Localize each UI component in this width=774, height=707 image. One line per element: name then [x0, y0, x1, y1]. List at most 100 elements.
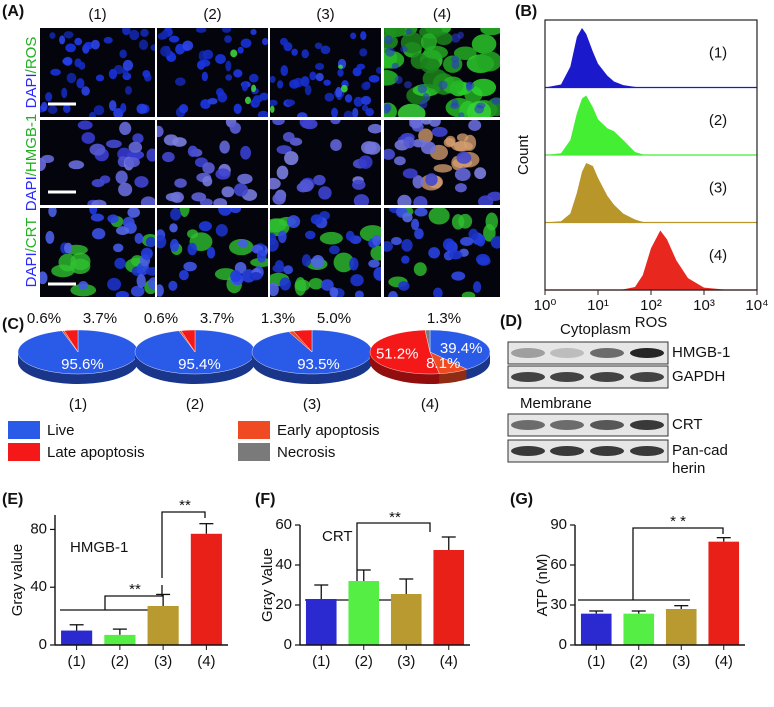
column-label: (4) — [433, 6, 451, 23]
cell — [413, 262, 427, 277]
nucleus — [47, 105, 58, 115]
nucleus — [221, 28, 232, 33]
row-label: DAPI/HMGB-1 — [23, 114, 40, 212]
nucleus — [450, 55, 460, 63]
pie-slice — [424, 329, 431, 353]
pie-label: (2) — [186, 396, 204, 413]
x-tick-label: (1) — [67, 653, 85, 670]
nucleus — [187, 242, 198, 256]
pie-slice — [293, 329, 313, 353]
bracket — [161, 511, 206, 578]
cell — [471, 34, 497, 54]
pie-value-label: 95.4% — [178, 356, 221, 373]
nucleus — [170, 191, 184, 203]
nucleus — [297, 112, 308, 117]
pie-value-label: 1.3% — [261, 310, 295, 327]
panel-label: (F) — [255, 491, 275, 508]
nucleus — [221, 186, 235, 198]
histogram-area — [545, 230, 757, 290]
nucleus — [400, 45, 408, 53]
nucleus — [356, 63, 366, 70]
nucleus — [93, 105, 105, 116]
nucleus — [45, 230, 55, 244]
nucleus — [276, 165, 289, 180]
blot-band — [550, 420, 584, 430]
nucleus — [175, 77, 186, 86]
nucleus — [454, 183, 467, 193]
cell — [461, 291, 476, 297]
row-label-part: /CRT — [23, 218, 40, 253]
nucleus — [91, 39, 100, 50]
nucleus — [50, 68, 61, 76]
nucleus — [138, 39, 149, 51]
nucleus — [122, 28, 131, 36]
nucleus — [91, 178, 105, 188]
column-label: (1) — [88, 6, 106, 23]
micrograph — [40, 28, 155, 117]
nucleus — [146, 148, 155, 162]
row-label-part: /ROS — [23, 37, 40, 74]
nucleus — [134, 176, 149, 188]
nucleus — [61, 87, 68, 99]
nucleus — [225, 74, 233, 81]
nucleus — [438, 80, 448, 90]
nucleus — [217, 91, 228, 103]
pie-value-label: 0.6% — [27, 310, 61, 327]
legend-label: Necrosis — [277, 444, 335, 461]
nucleus — [88, 111, 96, 117]
nucleus — [249, 272, 263, 281]
speck — [340, 84, 348, 93]
nucleus — [299, 120, 313, 129]
nucleus — [350, 32, 357, 40]
nucleus — [323, 79, 331, 86]
nucleus — [76, 78, 85, 89]
nucleus — [300, 76, 310, 87]
nucleus — [345, 230, 355, 242]
nucleus — [178, 270, 189, 281]
series-label: (3) — [709, 180, 727, 197]
nucleus — [315, 62, 325, 70]
legend-swatch — [8, 421, 40, 439]
bar — [305, 599, 337, 645]
nucleus — [195, 28, 207, 33]
nucleus — [59, 35, 66, 45]
x-tick-label: 10¹ — [587, 297, 609, 314]
nucleus — [460, 236, 474, 246]
nucleus — [289, 79, 300, 89]
nucleus — [320, 279, 334, 291]
x-tick-label: (1) — [587, 653, 605, 670]
nucleus — [451, 33, 461, 43]
y-axis-label: ATP (nM) — [534, 554, 551, 617]
histogram-area — [545, 163, 757, 223]
nucleus — [249, 73, 259, 83]
series-label: (1) — [709, 45, 727, 62]
nucleus — [119, 121, 132, 136]
y-tick-label: 40 — [30, 578, 47, 595]
bar — [390, 594, 422, 645]
nucleus — [157, 284, 164, 297]
cell — [441, 76, 464, 94]
nucleus — [282, 131, 295, 143]
nucleus — [118, 182, 133, 197]
y-axis-label: Count — [515, 134, 532, 175]
nucleus — [270, 237, 279, 252]
nucleus — [136, 274, 146, 288]
nucleus — [169, 35, 180, 43]
nucleus — [283, 265, 294, 275]
nucleus — [229, 208, 242, 214]
pie-slice — [180, 329, 196, 353]
nucleus — [62, 104, 71, 114]
pie-value-label: 5.0% — [317, 310, 351, 327]
cell — [453, 46, 477, 61]
cell — [480, 28, 500, 36]
nucleus — [475, 253, 490, 265]
nucleus — [359, 48, 368, 57]
x-tick-label: (1) — [312, 653, 330, 670]
micrograph — [40, 120, 155, 205]
x-tick-label: (3) — [397, 653, 415, 670]
nucleus — [62, 57, 72, 65]
cell — [420, 33, 437, 51]
nucleus — [301, 49, 309, 59]
bar — [665, 609, 697, 645]
speck — [251, 84, 257, 93]
